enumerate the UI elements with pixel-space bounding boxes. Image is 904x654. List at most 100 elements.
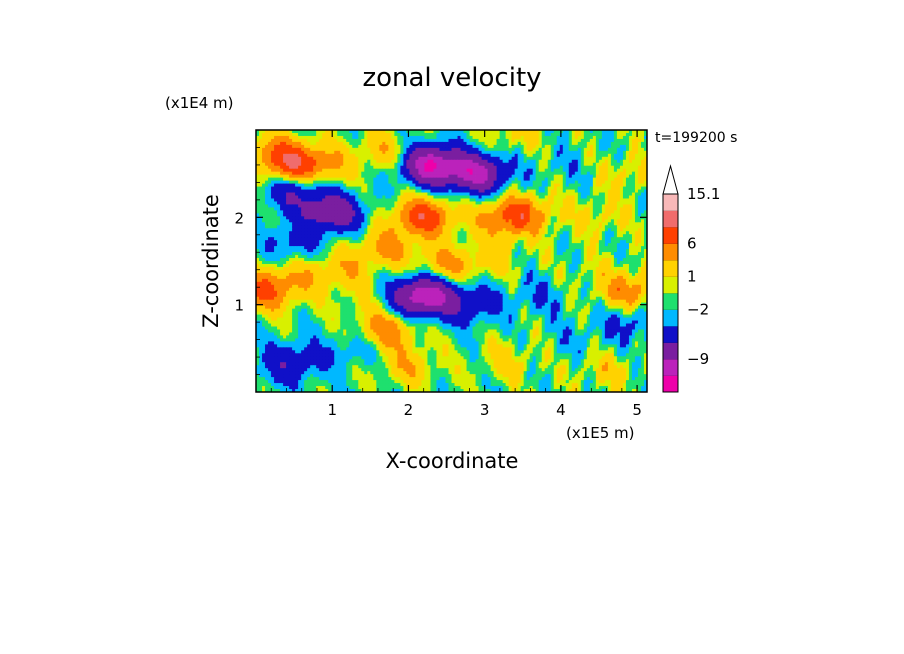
heatmap-cell [343, 130, 347, 134]
heatmap-cell [430, 177, 434, 182]
heatmap-cell [409, 147, 413, 152]
heatmap-cell [259, 162, 263, 167]
heatmap-cell [325, 186, 329, 190]
heatmap-cell [556, 219, 561, 223]
heatmap-cell [340, 195, 344, 199]
heatmap-cell [595, 204, 600, 208]
heatmap-cell [292, 180, 296, 184]
heatmap-cell [577, 130, 582, 134]
heatmap-cell [574, 144, 579, 149]
heatmap-cell [424, 180, 428, 184]
heatmap-cell [481, 130, 485, 134]
heatmap-cell [445, 207, 449, 211]
heatmap-cell [604, 153, 609, 158]
heatmap-cell [529, 186, 534, 190]
heatmap-cell [349, 132, 353, 137]
heatmap-cell [559, 180, 564, 184]
heatmap-cell [586, 213, 591, 217]
heatmap-cell [526, 198, 531, 202]
heatmap-cell [283, 147, 287, 152]
heatmap-cell [286, 192, 290, 196]
heatmap-cell [403, 219, 407, 223]
heatmap-cell [298, 150, 302, 155]
heatmap-cell [463, 234, 467, 238]
heatmap-cell [499, 135, 504, 140]
heatmap-cell [331, 130, 335, 134]
heatmap-cell [529, 153, 534, 158]
heatmap-cell [382, 210, 386, 214]
heatmap-cell [385, 177, 389, 182]
heatmap-cell [295, 132, 299, 137]
heatmap-cell [394, 225, 398, 229]
heatmap-cell [409, 231, 413, 235]
heatmap-cell [280, 216, 284, 220]
heatmap-cell [328, 180, 332, 184]
heatmap-cell [622, 237, 627, 241]
heatmap-cell [397, 201, 401, 205]
heatmap-cell [628, 135, 633, 140]
heatmap-cell [553, 240, 558, 244]
heatmap-cell [334, 135, 338, 140]
heatmap-cell [307, 150, 311, 155]
heatmap-cell [565, 153, 570, 158]
heatmap-cell [514, 189, 519, 193]
heatmap-cell [493, 168, 498, 173]
heatmap-cell [538, 237, 543, 241]
heatmap-cell [265, 192, 269, 196]
heatmap-cell [430, 192, 434, 196]
heatmap-cell [286, 168, 290, 173]
heatmap-cell [475, 135, 479, 140]
heatmap-cell [328, 243, 332, 247]
heatmap-cell [268, 201, 272, 205]
heatmap-cell [331, 192, 335, 196]
heatmap-cell [286, 180, 290, 184]
heatmap-cell [502, 198, 507, 202]
heatmap-cell [466, 195, 470, 199]
heatmap-cell [382, 222, 386, 226]
heatmap-cell [637, 228, 642, 232]
heatmap-cell [643, 222, 648, 226]
heatmap-cell [520, 210, 525, 214]
heatmap-cell [619, 198, 624, 202]
heatmap-cell [550, 189, 555, 193]
heatmap-cell [490, 225, 495, 229]
heatmap-cell [256, 186, 260, 190]
heatmap-cell [607, 189, 612, 193]
heatmap-cell [325, 177, 329, 182]
heatmap-cell [271, 156, 275, 161]
heatmap-cell [520, 156, 525, 161]
heatmap-cell [352, 162, 356, 167]
heatmap-cell [631, 213, 636, 217]
heatmap-cell [451, 147, 455, 152]
heatmap-cell [628, 240, 633, 244]
heatmap-cell [520, 132, 525, 137]
heatmap-cell [466, 168, 470, 173]
heatmap-cell [403, 198, 407, 202]
heatmap-cell [565, 186, 570, 190]
heatmap-cell [376, 171, 380, 176]
heatmap-cell [379, 192, 383, 196]
heatmap-cell [541, 177, 546, 182]
heatmap-cell [328, 150, 332, 155]
heatmap-cell [556, 177, 561, 182]
heatmap-cell [478, 159, 482, 164]
heatmap-cell [559, 198, 564, 202]
heatmap-cell [529, 198, 534, 202]
heatmap-cell [448, 138, 452, 143]
heatmap-cell [499, 210, 504, 214]
heatmap-cell [454, 165, 458, 170]
heatmap-cell [355, 243, 359, 247]
heatmap-cell [358, 177, 362, 182]
heatmap-cell [412, 141, 416, 146]
heatmap-cell [256, 207, 260, 211]
heatmap-cell [613, 198, 618, 202]
heatmap-cell [346, 207, 350, 211]
heatmap-cell [538, 177, 543, 182]
heatmap-cell [640, 240, 645, 244]
heatmap-cell [403, 183, 407, 187]
heatmap-cell [361, 222, 365, 226]
heatmap-cell [457, 147, 461, 152]
heatmap-cell [310, 162, 314, 167]
heatmap-cell [328, 240, 332, 244]
heatmap-cell [316, 207, 320, 211]
